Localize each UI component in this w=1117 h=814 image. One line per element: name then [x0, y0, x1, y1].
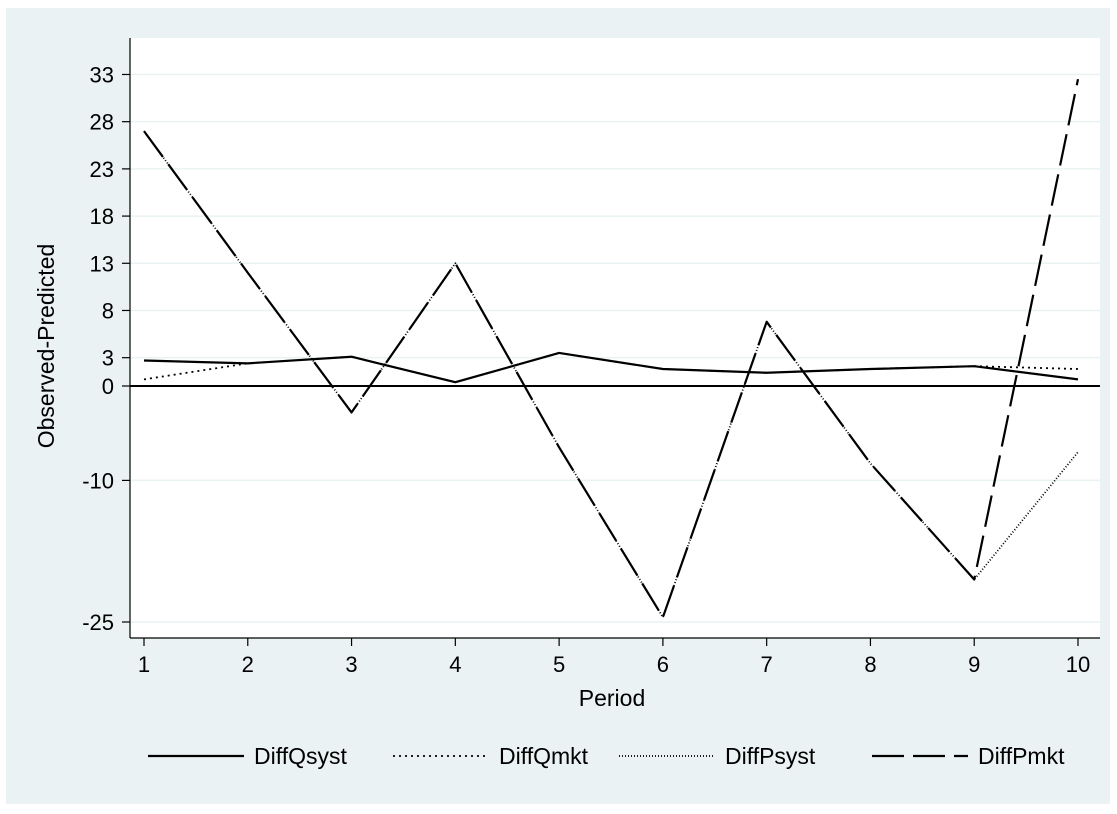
y-tick-label-3: 3	[102, 346, 114, 371]
x-tick-label-4: 5	[553, 652, 565, 677]
x-tick-label-7: 8	[864, 652, 876, 677]
x-tick-label-8: 9	[968, 652, 980, 677]
legend-label-DiffQmkt: DiffQmkt	[499, 743, 589, 769]
y-tick-label-4: 8	[102, 298, 114, 323]
series-DiffQsyst-line	[143, 351, 1079, 384]
y-tick-label-5: 13	[90, 251, 114, 276]
x-tick-label-9: 10	[1066, 652, 1090, 677]
y-axis-ticks: -25 -10 0 3 8 13 18 23 28 33	[82, 62, 130, 635]
x-tick-label-6: 7	[761, 652, 773, 677]
plot-area	[130, 38, 1100, 638]
x-tick-label-1: 2	[242, 652, 254, 677]
y-tick-label-2: 0	[102, 374, 114, 399]
x-tick-label-3: 4	[449, 652, 461, 677]
x-axis-label: Period	[579, 685, 645, 711]
grid-lines	[130, 73, 1100, 623]
x-tick-label-5: 6	[657, 652, 669, 677]
legend-label-DiffPmkt: DiffPmkt	[978, 743, 1065, 769]
x-tick-label-2: 3	[345, 652, 357, 677]
y-tick-label-1: -10	[82, 468, 114, 493]
x-axis-ticks: 1 2 3 4 5 6 7 8 9 10	[138, 638, 1090, 677]
legend-label-DiffPsyst: DiffPsyst	[725, 743, 816, 769]
y-tick-label-6: 18	[90, 204, 114, 229]
y-tick-label-7: 23	[90, 157, 114, 182]
chart-container: -25 -10 0 3 8 13 18 23 28 33 1 2 3 4 5 6 7 8 9 10 Observed…	[6, 8, 1110, 804]
y-tick-label-9: 33	[90, 62, 114, 87]
y-axis-label: Observed-Predicted	[33, 244, 59, 449]
legend: DiffQsyst DiffQmkt DiffPsyst DiffPmkt	[148, 743, 1065, 769]
y-tick-label-0: -25	[82, 610, 114, 635]
series-DiffPmkt-line	[143, 78, 1080, 619]
x-tick-label-0: 1	[138, 652, 150, 677]
y-tick-label-8: 28	[90, 110, 114, 135]
series-lines	[143, 78, 1080, 619]
legend-label-DiffQsyst: DiffQsyst	[254, 743, 347, 769]
